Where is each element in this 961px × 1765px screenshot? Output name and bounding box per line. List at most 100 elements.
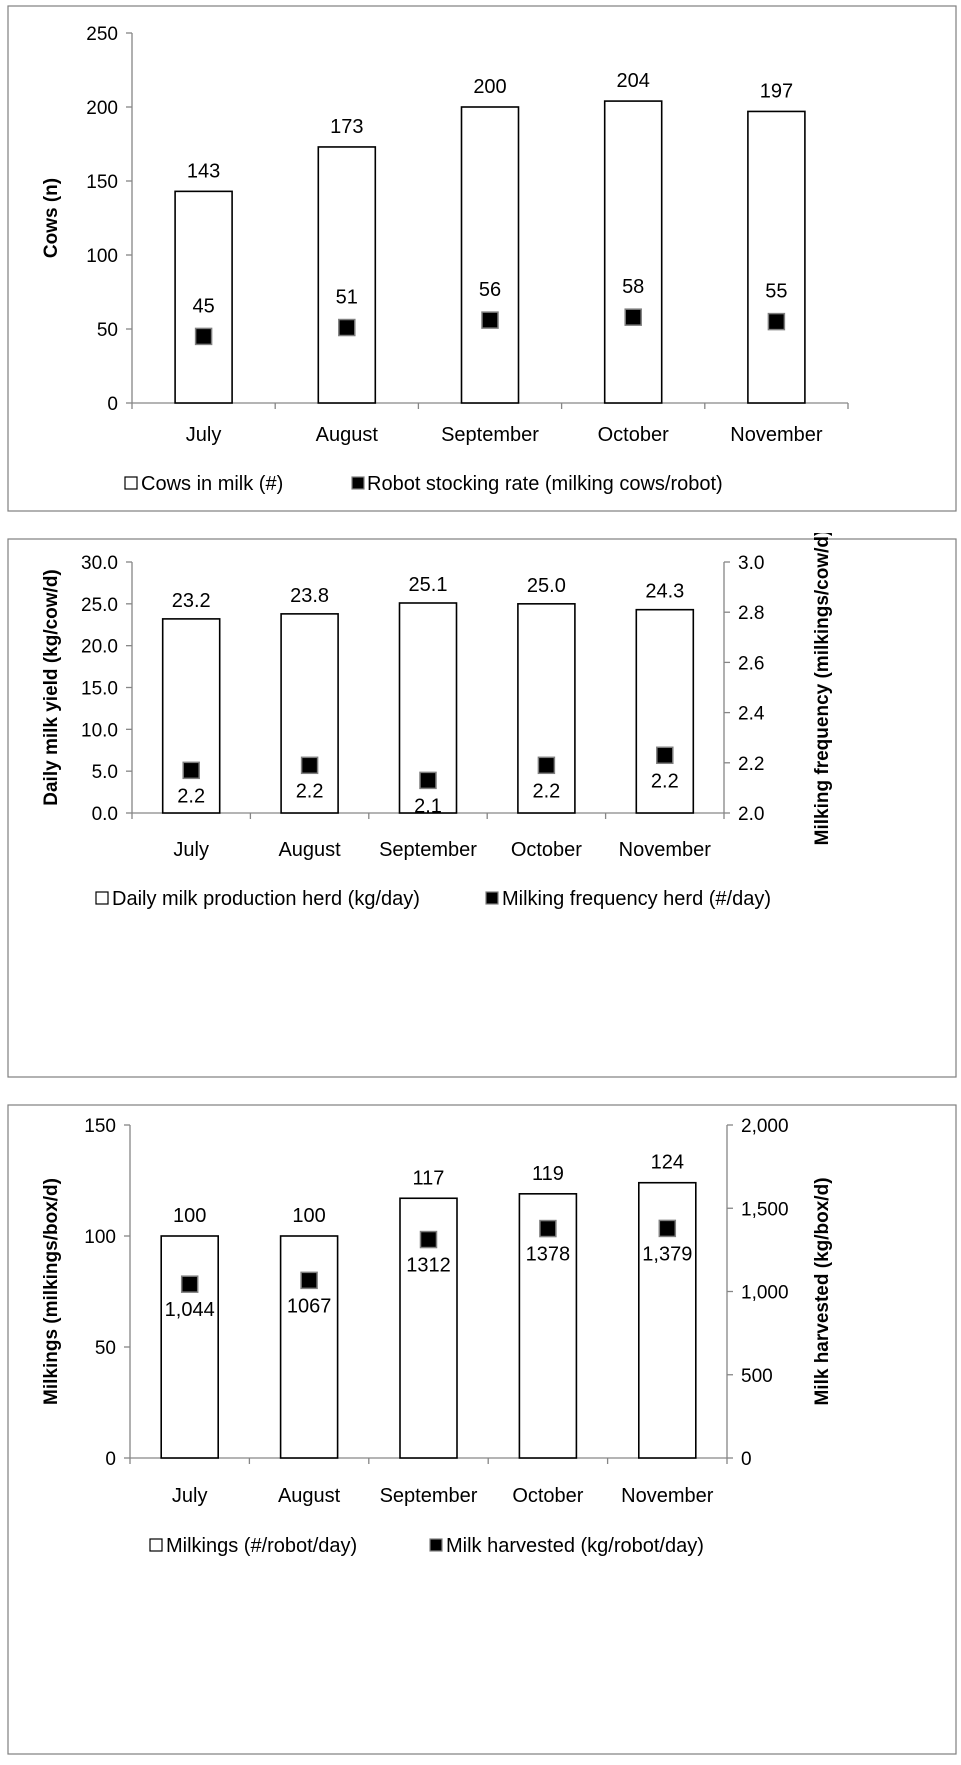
legend-swatch	[124, 476, 138, 490]
y-tick-label-left: 100	[84, 1227, 116, 1248]
y-tick-label-right: 1,500	[741, 1199, 789, 1220]
y-tick-label-left: 250	[86, 24, 118, 45]
bar-data-label: 124	[651, 1152, 684, 1174]
legend-label: Daily milk production herd (kg/day)	[112, 888, 420, 910]
marker	[182, 761, 200, 780]
marker-data-label: 2.2	[296, 780, 324, 802]
cows-chart: 0 50 100 150 200 250 July August September Octobe…	[7, 5, 957, 512]
bar-data-label: 204	[617, 70, 650, 92]
chart-frame	[7, 1104, 957, 1755]
y-tick-label-right: 2.4	[738, 704, 765, 725]
x-tick-label: September	[379, 839, 477, 861]
legend-label: Milking frequency herd (#/day)	[502, 888, 771, 910]
x-tick-label: October	[511, 839, 582, 861]
bar	[317, 146, 377, 404]
y-tick-label-right: 2.2	[738, 754, 764, 775]
x-tick-label: September	[380, 1485, 478, 1507]
y-axis-title-left: Cows (n)	[41, 178, 62, 258]
legend-swatch	[351, 476, 365, 490]
bar	[603, 100, 663, 404]
legend-swatch	[95, 891, 109, 905]
marker-data-label: 1,044	[165, 1299, 215, 1321]
x-tick-label: July	[172, 1485, 208, 1507]
marker-data-label: 56	[479, 279, 501, 301]
bar	[161, 618, 221, 814]
y-tick-label-right: 3.0	[738, 553, 764, 574]
bar	[279, 1235, 339, 1459]
bar	[635, 608, 695, 814]
bar-data-label: 197	[760, 80, 793, 102]
marker	[180, 1275, 199, 1293]
bar	[160, 1235, 219, 1459]
y-tick-label-left: 50	[97, 320, 118, 341]
bar-data-label: 143	[187, 160, 220, 182]
y-tick-label-left: 150	[84, 1116, 116, 1137]
x-tick-label: August	[278, 1485, 341, 1507]
y-axis-title-right: Milk harvested (kg/box/d)	[812, 1177, 833, 1405]
x-tick-label: September	[441, 424, 539, 446]
marker-data-label: 45	[192, 295, 214, 317]
bar-data-label: 23.8	[290, 585, 329, 607]
legend-label: Cows in milk (#)	[141, 473, 283, 495]
y-tick-label-left: 0.0	[92, 804, 118, 825]
marker	[419, 771, 437, 790]
x-tick-label: July	[173, 839, 209, 861]
marker	[656, 746, 674, 765]
legend-swatch	[485, 891, 499, 905]
y-tick-label-right: 2.0	[738, 804, 764, 825]
x-tick-label: August	[278, 839, 341, 861]
x-tick-label: July	[186, 424, 222, 446]
bar-data-label: 117	[413, 1167, 445, 1189]
marker-data-label: 58	[622, 276, 644, 298]
bar-data-label: 25.1	[409, 574, 448, 596]
bar	[517, 603, 576, 814]
y-tick-label-left: 150	[86, 172, 118, 193]
legend-swatch	[149, 1538, 163, 1552]
marker-data-label: 1067	[287, 1295, 332, 1317]
y-tick-label-left: 100	[86, 246, 118, 267]
milkings-chart: 0 50 100 150 July August September October Novem…	[7, 1104, 957, 1755]
marker	[300, 756, 319, 775]
y-tick-label-left: 25.0	[81, 595, 118, 616]
legend-label: Robot stocking rate (milking cows/robot)	[367, 473, 723, 495]
bar-data-label: 25.0	[527, 575, 566, 597]
bar	[280, 613, 339, 814]
y-axis-title-left: Daily milk yield (kg/cow/d)	[41, 569, 62, 806]
marker	[300, 1271, 318, 1290]
y-tick-label-left: 20.0	[81, 637, 118, 658]
bar-data-label: 24.3	[645, 581, 684, 603]
chart-panel-milk-yield: 0.0 5.0 10.0 15.0 20.0 25.0 30.0 July August Sept…	[0, 530, 961, 1083]
bar	[747, 110, 806, 404]
y-axis-title-right: Milking frequency (milkings/cow/d)	[812, 533, 833, 845]
y-tick-label-left: 0	[107, 394, 118, 415]
legend-swatch	[429, 1538, 443, 1552]
x-tick-label: October	[512, 1485, 583, 1507]
y-tick-label-right: 1,000	[741, 1283, 789, 1304]
y-tick-label-left: 30.0	[81, 553, 118, 574]
marker	[338, 318, 356, 337]
y-tick-label-left: 50	[95, 1338, 116, 1359]
x-tick-label: October	[598, 424, 669, 446]
y-tick-label-left: 15.0	[81, 679, 118, 700]
chart-panel-milkings: 0 50 100 150 July August September October Novem…	[0, 1099, 961, 1760]
bar-data-label: 100	[292, 1205, 325, 1227]
bar-data-label: 173	[330, 116, 363, 138]
y-axis-title-left: Milkings (milkings/box/d)	[41, 1178, 62, 1405]
bar	[174, 190, 233, 404]
marker	[624, 308, 642, 326]
bar-data-label: 119	[532, 1163, 564, 1185]
marker	[539, 1219, 557, 1238]
marker	[194, 327, 213, 346]
y-tick-label-right: 0	[741, 1449, 752, 1470]
chart-frame	[7, 5, 957, 512]
bar	[460, 106, 520, 404]
bar-data-label: 23.2	[172, 590, 211, 612]
marker	[658, 1219, 677, 1238]
y-tick-label-left: 200	[86, 98, 118, 119]
chart-panel-cows: 0 50 100 150 200 250 July August September Octobe…	[0, 0, 961, 517]
bar	[518, 1193, 578, 1459]
marker-data-label: 1312	[406, 1255, 451, 1277]
marker-data-label: 1,379	[642, 1243, 692, 1265]
marker	[767, 312, 786, 331]
y-tick-label-left: 0	[105, 1449, 116, 1470]
